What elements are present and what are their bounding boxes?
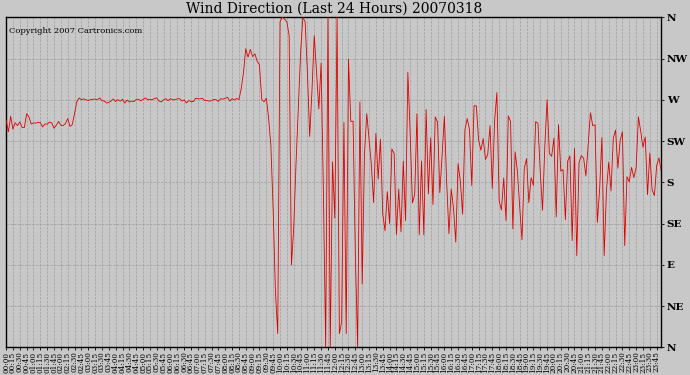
Title: Wind Direction (Last 24 Hours) 20070318: Wind Direction (Last 24 Hours) 20070318 [186,2,482,16]
Text: Copyright 2007 Cartronics.com: Copyright 2007 Cartronics.com [10,27,143,35]
